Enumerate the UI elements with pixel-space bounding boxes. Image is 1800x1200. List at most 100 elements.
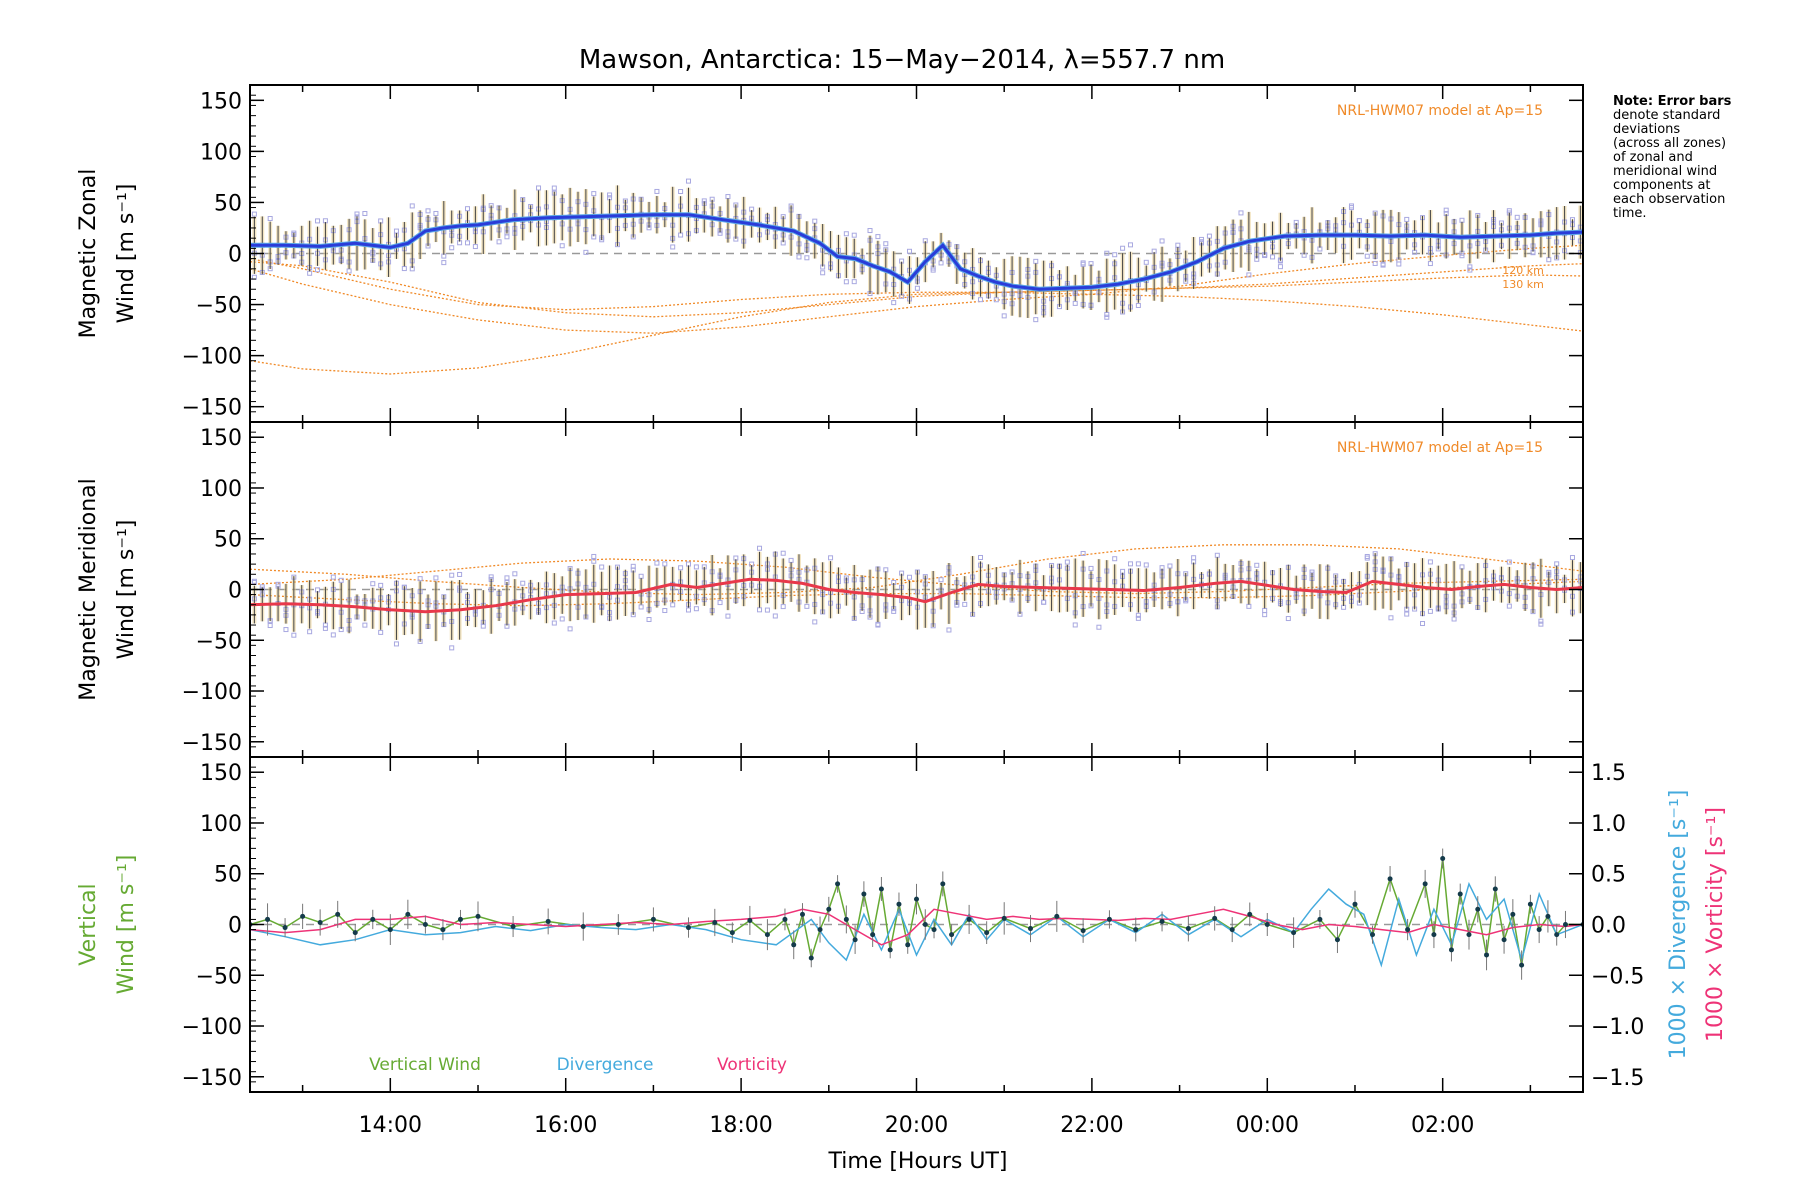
zone-sample — [1546, 257, 1552, 263]
zone-sample — [393, 641, 399, 647]
data-point — [799, 911, 805, 917]
data-point — [1264, 922, 1270, 927]
data-point — [1028, 926, 1034, 932]
data-point — [852, 937, 858, 943]
zone-sample — [772, 613, 778, 619]
zone-sample — [725, 613, 731, 619]
zone-sample — [654, 560, 660, 566]
zone-sample — [307, 270, 313, 276]
zone-sample — [512, 571, 518, 577]
data-point — [1352, 901, 1358, 907]
data-point — [370, 916, 376, 922]
legend-item: Divergence — [557, 1055, 654, 1075]
y-axis-label: Magnetic Zonal — [76, 169, 101, 339]
data-point — [1405, 927, 1411, 933]
zone-sample — [504, 234, 510, 240]
y-tick-label: 100 — [200, 812, 242, 837]
zone-sample — [425, 208, 431, 214]
altitude-label: 120 km — [1502, 264, 1544, 277]
zone-sample — [1143, 259, 1149, 265]
note-line: each observation — [1613, 192, 1726, 207]
zone-sample — [978, 554, 984, 560]
data-point — [1106, 916, 1112, 922]
zone-sample — [362, 622, 368, 628]
zone-sample — [393, 228, 399, 234]
zone-sample — [1120, 245, 1126, 251]
zone-sample — [449, 645, 455, 651]
data-point — [966, 916, 972, 922]
note-line: meridional wind — [1613, 164, 1718, 179]
y-tick-label: −50 — [196, 629, 242, 654]
zone-sample — [1467, 267, 1473, 273]
zone-sample — [1104, 250, 1110, 256]
plot-area — [250, 178, 1583, 375]
zone-sample — [472, 244, 478, 250]
y-tick-label: −100 — [182, 1015, 242, 1040]
y-axis-label: Wind [m s⁻¹] — [114, 520, 139, 660]
x-tick-label: 00:00 — [1236, 1113, 1299, 1138]
zone-sample — [1364, 555, 1370, 561]
data-point — [878, 886, 884, 892]
y-tick-label: −50 — [196, 964, 242, 989]
zone-sample — [804, 603, 810, 609]
altitude-label: 130 km — [1502, 278, 1544, 291]
x-axis-label: Time [Hours UT] — [828, 1149, 1008, 1174]
data-point — [352, 930, 358, 936]
zone-sample — [1041, 599, 1047, 605]
data-point — [712, 919, 718, 925]
zone-sample — [1072, 300, 1078, 306]
y-right-tick-label: 1.5 — [1591, 761, 1626, 786]
zone-sample — [330, 574, 336, 580]
zone-sample — [1064, 559, 1070, 565]
zone-sample — [1538, 618, 1544, 624]
legend-item: Vorticity — [717, 1055, 787, 1075]
note-line: Note: Error bars — [1613, 94, 1732, 109]
zone-sample — [1127, 242, 1133, 248]
zone-sample — [1262, 612, 1268, 618]
data-point — [1510, 911, 1516, 917]
panel-vertical: Vertical Wind Divergence Vorticity −150 −100… — [76, 756, 1728, 1138]
zone-sample — [504, 575, 510, 581]
y-tick-label: −50 — [196, 294, 242, 319]
data-point — [1457, 891, 1463, 897]
data-point — [1247, 911, 1253, 917]
zone-sample — [378, 629, 384, 635]
data-point — [1466, 932, 1472, 938]
y-tick-label: −150 — [182, 396, 242, 421]
zone-sample — [433, 210, 439, 216]
data-point — [1422, 881, 1428, 887]
data-point — [984, 930, 990, 936]
zone-sample — [536, 185, 542, 191]
zone-sample — [757, 607, 763, 613]
zone-sample — [780, 604, 786, 610]
zone-sample — [804, 255, 810, 261]
zone-sample — [993, 297, 999, 303]
data-point — [475, 913, 481, 919]
y-axis-label: Vertical — [76, 883, 101, 965]
data-point — [457, 916, 463, 922]
zone-sample — [1388, 615, 1394, 621]
zone-sample — [938, 260, 944, 266]
zone-sample — [1270, 254, 1276, 260]
data-point — [387, 927, 393, 933]
data-point — [1492, 886, 1498, 892]
data-point — [1536, 927, 1542, 933]
zone-sample — [654, 188, 660, 194]
data-point — [1080, 928, 1086, 934]
zone-sample — [1112, 556, 1118, 562]
zone-sample — [670, 602, 676, 608]
zone-sample — [678, 189, 684, 195]
zone-sample — [1088, 565, 1094, 571]
zone-sample — [551, 620, 557, 626]
zone-sample — [559, 616, 565, 622]
zone-sample — [441, 260, 447, 266]
data-point — [905, 942, 911, 948]
zone-sample — [1569, 555, 1575, 561]
data-point — [826, 906, 832, 912]
zone-sample — [978, 297, 984, 303]
zone-sample — [764, 607, 770, 613]
data-point — [1212, 915, 1218, 921]
data-point — [1334, 937, 1340, 943]
plot-area — [250, 848, 1583, 980]
data-point — [545, 918, 551, 924]
